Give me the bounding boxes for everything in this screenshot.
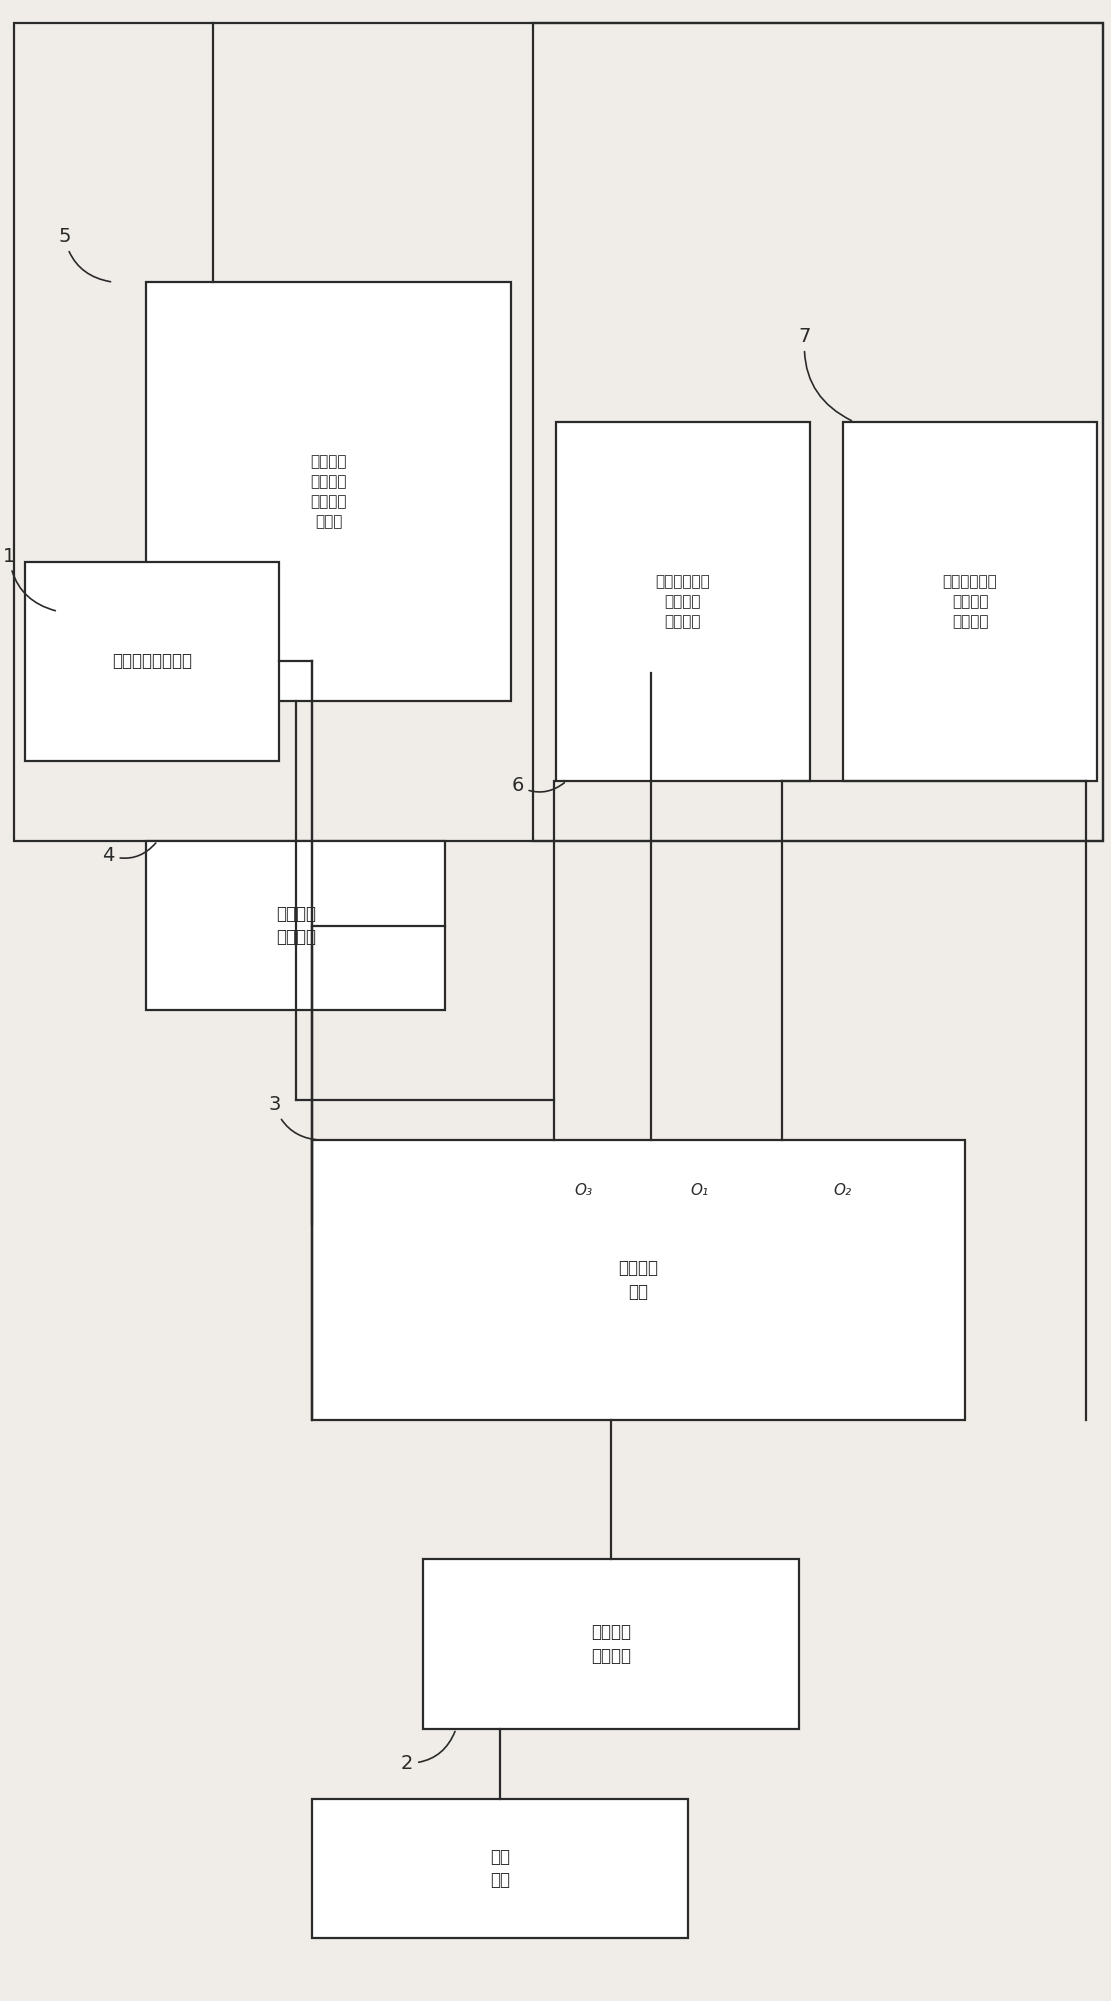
Bar	[533, 22, 1103, 840]
Text: O₁: O₁	[690, 1183, 709, 1197]
Bar	[843, 422, 1098, 780]
Bar	[423, 1559, 799, 1729]
Text: 负偏差过偏差
电压显示
记录电路: 负偏差过偏差 电压显示 记录电路	[942, 574, 998, 628]
Text: 电压过偏
差的配电
线路的切
除电路: 电压过偏 差的配电 线路的切 除电路	[311, 454, 347, 528]
Text: O₂: O₂	[834, 1183, 852, 1197]
Text: 降压稳压
整流电路: 降压稳压 整流电路	[591, 1623, 631, 1665]
Text: 正偏差过偏差
电压显示
记录电路: 正偏差过偏差 电压显示 记录电路	[655, 574, 710, 628]
Bar	[147, 282, 511, 700]
Text: 7: 7	[799, 326, 851, 420]
Text: 3: 3	[268, 1095, 321, 1141]
Bar	[147, 840, 446, 1011]
Text: O₃: O₃	[574, 1183, 592, 1197]
Bar	[556, 422, 810, 780]
Text: 2: 2	[401, 1731, 456, 1773]
Bar	[312, 1799, 688, 1939]
Text: 5: 5	[58, 228, 111, 282]
Text: 电压取样整流电源: 电压取样整流电源	[112, 652, 192, 670]
Text: 1: 1	[3, 546, 56, 610]
Text: 4: 4	[102, 842, 156, 864]
Bar	[13, 22, 1103, 840]
Text: 交流
电源: 交流 电源	[490, 1847, 510, 1889]
Text: 过偏差电
压处理器: 过偏差电 压处理器	[276, 904, 316, 946]
Bar	[24, 562, 279, 760]
Text: 6: 6	[511, 776, 564, 794]
Text: 电压取样
电路: 电压取样 电路	[619, 1259, 659, 1301]
Bar	[312, 1141, 964, 1419]
